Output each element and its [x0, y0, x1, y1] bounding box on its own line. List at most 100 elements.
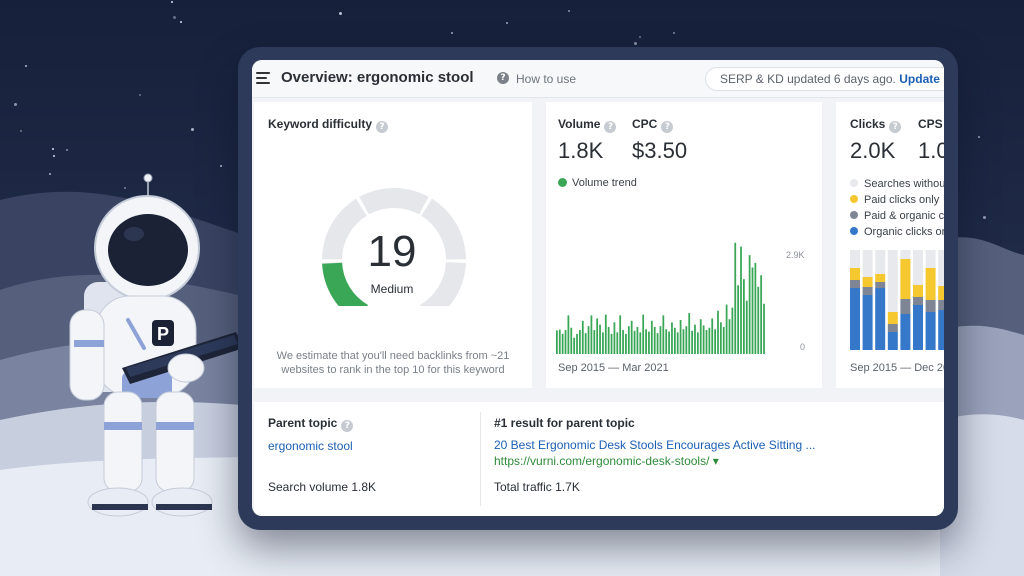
legend-dot-icon: [850, 211, 858, 219]
volume-bar: [722, 326, 725, 354]
star: [171, 1, 174, 4]
clicks-bar-segment: [925, 250, 936, 268]
volume-bar: [602, 332, 604, 354]
clicks-bar-segment: [862, 250, 873, 277]
total-traffic-text: Total traffic 1.7K: [494, 480, 580, 494]
legend-dot-icon: [850, 227, 858, 235]
update-link[interactable]: Update: [899, 72, 940, 86]
divider: [480, 412, 481, 506]
volume-bar: [561, 333, 564, 354]
clicks-bar-segment: [850, 268, 860, 280]
volume-bar: [705, 330, 708, 354]
clicks-bar-segment: [925, 300, 936, 312]
kd-label-wrap: Keyword difficulty?: [268, 117, 389, 133]
volume-bar: [711, 318, 714, 354]
y-axis-min-label: 0: [800, 342, 806, 352]
question-icon[interactable]: ?: [341, 420, 354, 432]
legend-item: Paid & organic clicks: [850, 208, 944, 224]
star: [190, 127, 194, 131]
volume-bar: [579, 330, 581, 354]
parent-topic-label-wrap: Parent topic?: [268, 416, 354, 432]
volume-date-range: Sep 2015 — Mar 2021: [558, 362, 669, 374]
top-result-title-link[interactable]: 20 Best Ergonomic Desk Stools Encourages…: [494, 438, 816, 452]
volume-bar: [650, 320, 653, 354]
volume-bar: [599, 324, 601, 354]
volume-bar: [581, 320, 584, 354]
volume-bar: [639, 332, 642, 354]
star: [338, 11, 342, 15]
kd-note: We estimate that you'll need backlinks f…: [276, 350, 510, 376]
keyword-difficulty-card: Keyword difficulty? 19 Medium We estimat…: [254, 102, 532, 388]
question-icon[interactable]: ?: [889, 121, 902, 133]
clicks-card: Clicks? CPS 2.0K 1.0 Searches without cl…: [836, 102, 944, 388]
volume-bar: [668, 331, 670, 354]
star: [220, 165, 223, 168]
question-icon[interactable]: ?: [376, 121, 389, 133]
star: [19, 130, 22, 133]
clicks-bar-segment: [875, 250, 886, 274]
volume-bar: [731, 307, 734, 354]
volume-bar: [630, 320, 633, 354]
star: [123, 186, 126, 189]
legend-item: Searches without clicks: [850, 176, 944, 192]
y-axis-max-label: 2.9K: [786, 250, 805, 260]
question-icon[interactable]: ?: [661, 121, 674, 133]
how-to-use-link[interactable]: How to use: [516, 72, 577, 86]
volume-bar: [760, 275, 763, 354]
volume-bar: [757, 286, 760, 354]
clicks-bar-segment: [862, 277, 873, 287]
volume-bar: [653, 326, 656, 354]
legend-dot-icon: [850, 195, 858, 203]
clicks-bar-segment: [875, 288, 886, 350]
star: [52, 147, 55, 150]
clicks-label-wrap: Clicks?: [850, 117, 902, 133]
volume-bar: [754, 262, 757, 354]
star: [172, 15, 176, 19]
volume-bar: [576, 333, 578, 354]
clicks-stacked-chart: [850, 250, 944, 350]
volume-bar: [737, 285, 740, 354]
star: [982, 216, 986, 220]
legend-dot-icon: [850, 179, 858, 187]
parent-topic-link[interactable]: ergonomic stool: [268, 439, 353, 453]
volume-bar: [688, 313, 691, 354]
update-status-text: SERP & KD updated 6 days ago.: [720, 72, 896, 86]
clicks-bar-segment: [850, 288, 860, 350]
volume-label: Volume: [558, 117, 601, 131]
volume-bar: [685, 326, 688, 354]
star: [505, 21, 508, 24]
gauge-segment: [420, 262, 466, 306]
clicks-bar-segment: [938, 250, 944, 286]
volume-bar: [728, 319, 731, 354]
volume-bar: [751, 267, 754, 354]
volume-label-wrap: Volume?: [558, 117, 617, 133]
volume-bar: [567, 315, 570, 354]
question-icon[interactable]: ?: [497, 72, 509, 84]
svg-text:P: P: [157, 324, 169, 344]
clicks-bar-segment: [850, 250, 860, 268]
star: [24, 64, 27, 67]
volume-bar: [564, 330, 567, 354]
clicks-bar-segment: [875, 274, 886, 282]
volume-bar: [584, 333, 587, 354]
volume-bar: [665, 329, 668, 354]
clicks-bar-segment: [938, 286, 944, 300]
volume-bar: [745, 300, 748, 354]
cpc-value: $3.50: [632, 138, 688, 163]
star: [450, 31, 453, 34]
clicks-bar-segment: [862, 287, 873, 295]
update-status-pill: SERP & KD updated 6 days ago. Update: [705, 67, 944, 91]
clicks-bar-segment: [887, 324, 898, 332]
star: [673, 32, 676, 35]
hamburger-menu-icon[interactable]: [256, 72, 270, 84]
clicks-bar-segment: [925, 268, 936, 300]
question-icon[interactable]: ?: [604, 121, 617, 133]
top-result-url[interactable]: https://vurni.com/ergonomic-desk-stools/…: [494, 454, 719, 468]
clicks-bar-segment: [938, 310, 944, 350]
volume-bar: [659, 326, 662, 354]
volume-bar: [740, 246, 742, 354]
volume-bar: [645, 329, 647, 354]
volume-value: 1.8K: [558, 138, 604, 163]
volume-bar: [682, 329, 685, 354]
gauge-segment: [359, 188, 429, 215]
